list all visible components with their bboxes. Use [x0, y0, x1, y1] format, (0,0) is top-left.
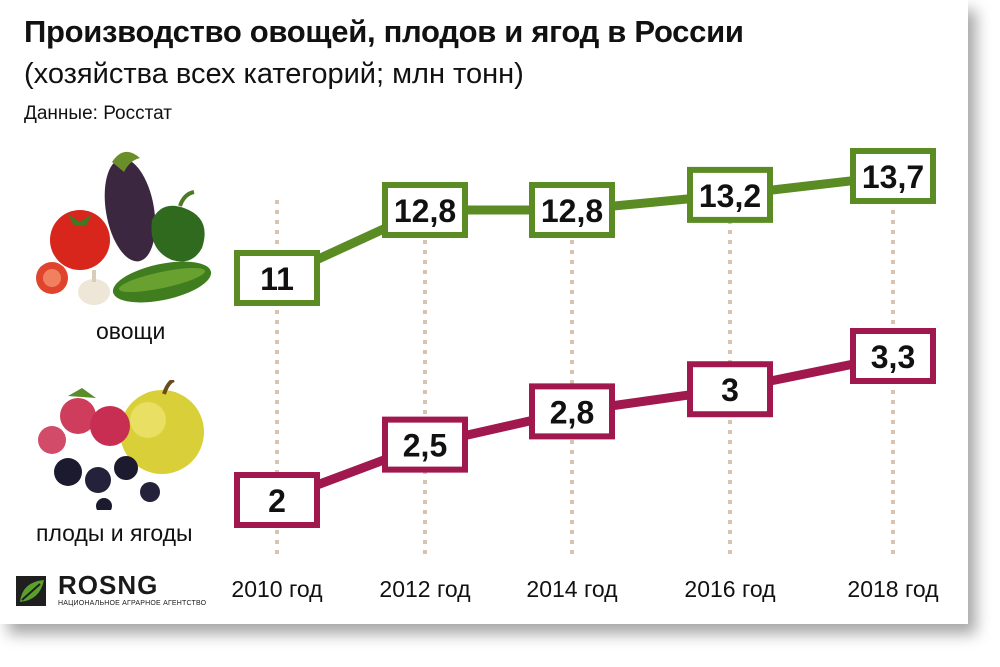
- data-label: 11: [260, 261, 294, 297]
- data-point-box: [850, 148, 936, 204]
- x-tick-label: 2018 год: [847, 576, 939, 602]
- x-tick-label: 2016 год: [684, 576, 776, 602]
- leaf-logo-icon: [16, 576, 46, 606]
- infographic-card: Производство овощей, плодов и ягод в Рос…: [14, 14, 940, 616]
- data-label: 3,3: [871, 339, 915, 375]
- data-label: 13,2: [699, 178, 761, 214]
- data-label: 2,8: [550, 394, 594, 430]
- data-point-box: [850, 328, 936, 384]
- data-label: 12,8: [394, 193, 456, 229]
- logo-name: ROSNG: [58, 570, 159, 600]
- data-source: Данные: Росстат: [24, 103, 172, 124]
- data-label: 2: [268, 483, 286, 519]
- series-label-vegetables: овощи: [96, 318, 166, 344]
- x-tick-label: 2014 год: [526, 576, 618, 602]
- data-point-box: [687, 166, 773, 223]
- data-label: 12,8: [541, 193, 603, 229]
- data-point-box: [382, 182, 468, 238]
- logo-tagline: НАЦИОНАЛЬНОЕ АГРАРНОЕ АГЕНТСТВО: [58, 600, 207, 607]
- data-point-box: [234, 472, 320, 528]
- x-tick-label: 2012 год: [379, 576, 471, 602]
- data-label: 3: [721, 372, 739, 408]
- data-point-box: [529, 182, 615, 238]
- chart-title: Производство овощей, плодов и ягод в Рос…: [24, 14, 744, 49]
- data-point-box: [529, 383, 615, 440]
- data-label: 2,5: [403, 428, 447, 464]
- data-point-box: [382, 416, 468, 473]
- series-label-fruits: плоды и ягоды: [36, 520, 193, 546]
- x-tick-label: 2010 год: [231, 576, 323, 602]
- data-label: 13,7: [862, 159, 924, 195]
- data-point-box: [234, 250, 320, 306]
- chart-subtitle: (хозяйства всех категорий; млн тонн): [24, 58, 524, 90]
- fruits-berries-illustration-icon: [38, 380, 204, 510]
- rosng-logo: ROSNG НАЦИОНАЛЬНОЕ АГРАРНОЕ АГЕНТСТВО: [14, 570, 224, 616]
- data-point-box: [687, 361, 773, 418]
- line-chart: 2010 год 2012 год 2014 год 2016 год 2018 год…: [231, 148, 939, 602]
- vegetables-illustration-icon: [36, 151, 212, 305]
